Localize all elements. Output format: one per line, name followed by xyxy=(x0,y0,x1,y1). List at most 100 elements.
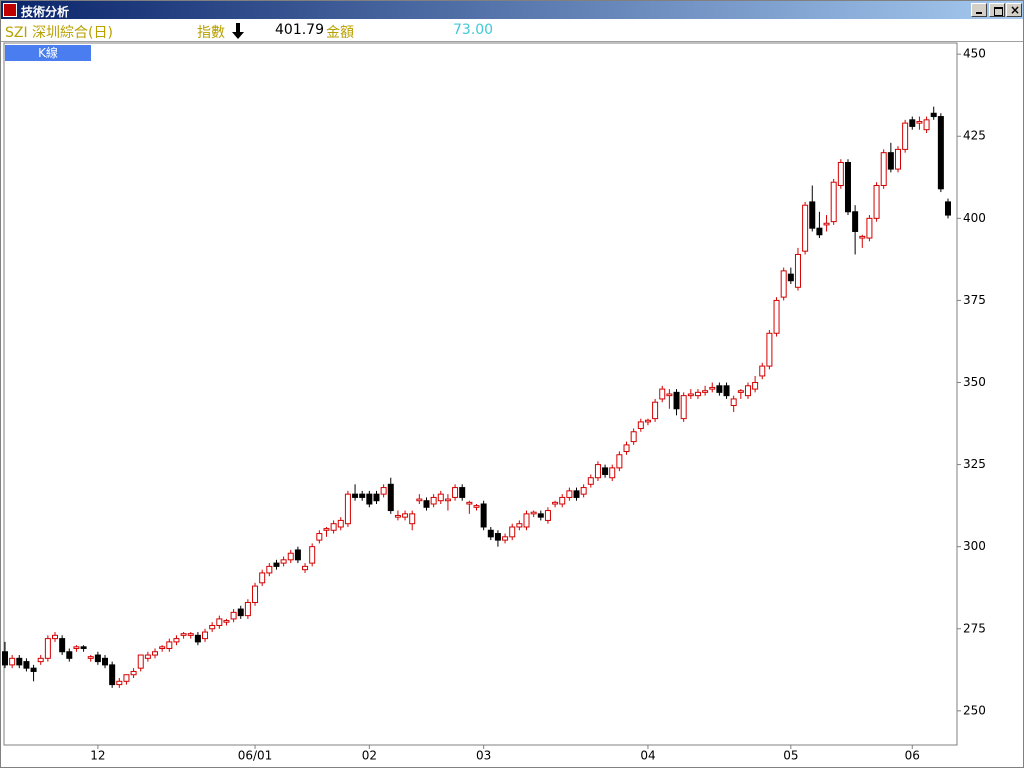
candle-body xyxy=(237,608,244,617)
candle-body xyxy=(430,496,437,505)
candle-body xyxy=(130,670,137,676)
candle-body xyxy=(666,393,673,397)
candle-body xyxy=(516,523,523,528)
candle-body xyxy=(823,222,830,226)
candle-body xyxy=(945,201,951,216)
candle-body xyxy=(544,510,551,521)
candle-body xyxy=(487,529,494,538)
candle-body xyxy=(402,513,409,518)
close-button[interactable]: × xyxy=(1006,3,1022,17)
candle-body xyxy=(902,122,909,150)
candle-body xyxy=(637,421,644,429)
candle-body xyxy=(787,273,794,282)
symbol: SZI 深圳綜合(日) xyxy=(5,25,113,41)
candle-body xyxy=(323,528,330,531)
candle-body xyxy=(852,211,859,232)
candle-body xyxy=(294,549,301,561)
candle-body xyxy=(909,119,916,127)
x-tick-label: 06/01 xyxy=(238,749,273,763)
candle-body xyxy=(16,657,23,666)
candle-body xyxy=(2,651,8,666)
candle-body xyxy=(194,634,201,643)
candle-body xyxy=(673,391,680,410)
candle-body xyxy=(809,201,816,229)
candle-body xyxy=(373,493,380,502)
amount-value: 73.00 xyxy=(453,22,494,38)
y-tick-label: 275 xyxy=(963,621,986,635)
candle-body xyxy=(394,514,401,518)
candle-body xyxy=(523,513,530,528)
candle-body xyxy=(630,431,637,443)
x-tick-label: 04 xyxy=(640,749,655,763)
candle-body xyxy=(773,299,780,334)
down-arrow xyxy=(232,23,244,39)
candle-body xyxy=(602,467,609,475)
title-bar: 技術分析 × xyxy=(1,1,1023,19)
minimize-button[interactable] xyxy=(971,3,987,17)
candle-body xyxy=(566,490,573,498)
candle-body xyxy=(109,664,116,686)
x-tick-label: 06 xyxy=(905,749,920,763)
candle-body xyxy=(466,501,473,505)
candle-body xyxy=(652,401,659,420)
amount-label: 金額 xyxy=(326,25,354,41)
candle-body xyxy=(37,657,44,663)
candle-body xyxy=(837,162,844,187)
candle-body xyxy=(594,464,601,479)
candle-body xyxy=(416,498,423,502)
y-tick-label: 300 xyxy=(963,539,986,553)
candle-body xyxy=(80,646,87,649)
candle-body xyxy=(873,185,880,219)
candle-body xyxy=(737,390,744,393)
candle-body xyxy=(116,680,123,686)
candle-body xyxy=(616,454,623,469)
candle-body xyxy=(816,227,823,236)
candle-body xyxy=(359,493,366,498)
candle-body xyxy=(30,667,37,672)
restore-button[interactable] xyxy=(989,3,1005,17)
candle-body xyxy=(159,646,166,649)
candle-body xyxy=(759,365,766,377)
candle-body xyxy=(473,505,480,508)
candle-body xyxy=(702,390,709,393)
candle-body xyxy=(866,217,873,239)
candle-body xyxy=(766,332,773,367)
index-label: 指數 xyxy=(197,25,225,41)
candle-body xyxy=(380,487,387,495)
y-tick-label: 325 xyxy=(963,457,986,471)
candle-body xyxy=(444,498,451,502)
candle-body xyxy=(659,388,666,400)
candle-body xyxy=(166,641,173,649)
tab-button[interactable]: K線 xyxy=(5,45,91,61)
candle-body xyxy=(23,661,30,669)
x-tick-label: 02 xyxy=(362,749,377,763)
info-header: SZI 深圳綜合(日) 指數 401.79 金額 73.00 xyxy=(1,20,1023,42)
candle-body xyxy=(459,487,466,498)
candle-body xyxy=(280,559,287,564)
candle-body xyxy=(73,646,80,649)
candle-body xyxy=(302,565,309,571)
index-value: 401.79 xyxy=(275,22,324,38)
candle-body xyxy=(587,477,594,485)
candle-body xyxy=(316,533,323,541)
candle-body xyxy=(494,533,501,541)
candle-body xyxy=(409,513,416,525)
app-icon xyxy=(3,3,17,17)
y-tick-label: 425 xyxy=(963,129,986,143)
candle-body xyxy=(480,503,487,528)
x-tick-label: 12 xyxy=(90,749,105,763)
candle-body xyxy=(344,493,351,525)
candle-body xyxy=(252,585,259,603)
candle-body xyxy=(9,657,16,666)
candle-body xyxy=(802,204,809,252)
candle-body xyxy=(223,620,230,623)
candle-body xyxy=(723,385,730,397)
candle-body xyxy=(273,562,280,567)
candle-body xyxy=(244,601,251,617)
candle-body xyxy=(94,654,101,663)
y-tick-label: 350 xyxy=(963,375,986,389)
plot-frame xyxy=(3,42,958,746)
candle-body xyxy=(623,444,630,452)
candle-body xyxy=(894,148,901,170)
candle-body xyxy=(352,493,359,498)
